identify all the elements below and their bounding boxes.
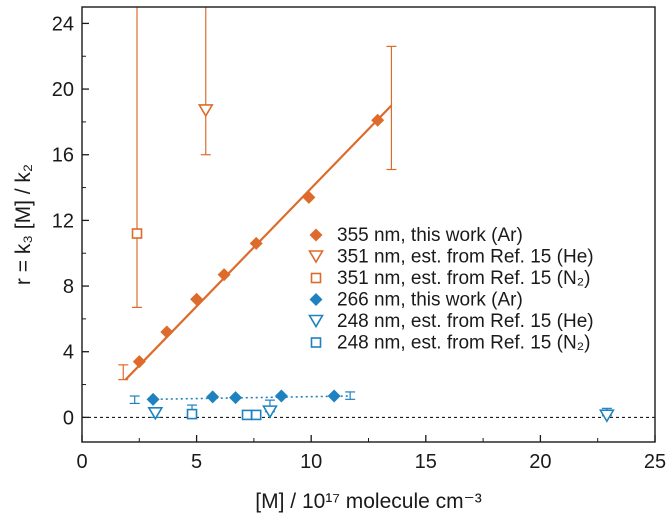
legend: 355 nm, this work (Ar)351 nm, est. from … (308, 225, 594, 354)
errorbar (345, 391, 356, 400)
y-tick-label: 0 (63, 407, 74, 429)
x-tick-label: 20 (529, 451, 551, 473)
errorbar (118, 364, 129, 381)
data-point (190, 292, 204, 306)
y-tick-label: 20 (52, 79, 74, 101)
legend-marker (310, 337, 322, 348)
x-tick-label: 5 (191, 451, 202, 473)
data-point (598, 409, 615, 423)
data-point (262, 405, 278, 419)
legend-entry: 248 nm, est. from Ref. 15 (He) (308, 311, 594, 332)
legend-entry: 248 nm, est. from Ref. 15 (N₂) (310, 333, 590, 354)
plot-area (82, 7, 655, 423)
legend-entry: 351 nm, est. from Ref. 15 (N₂) (310, 268, 590, 289)
data-point (371, 113, 385, 127)
legend-marker (309, 293, 323, 306)
legend-label: 266 nm, this work (Ar) (337, 290, 523, 311)
x-tick-label: 25 (644, 451, 666, 473)
axes: 0 5 10 15 20 25 0 4 8 12 16 20 24 [M] / 10¹⁷ molecule… (12, 6, 666, 513)
legend-label: 248 nm, est. from Ref. 15 (N₂) (337, 333, 590, 354)
legend-entry: 355 nm, this work (Ar) (309, 225, 523, 246)
y-tick-label: 12 (52, 210, 74, 232)
legend-entry: 351 nm, est. from Ref. 15 (He) (308, 247, 594, 268)
data-point (186, 408, 198, 420)
data-point (217, 268, 231, 282)
legend-label: 351 nm, est. from Ref. 15 (N₂) (337, 268, 590, 289)
data-point (147, 406, 164, 421)
y-tick-label: 16 (52, 145, 74, 167)
data-point (229, 391, 243, 405)
legend-marker (310, 272, 322, 284)
data-point (327, 389, 341, 403)
errorbar (132, 7, 143, 308)
data-point (206, 390, 220, 404)
y-tick-label: 4 (63, 342, 74, 364)
legend-marker (308, 250, 324, 264)
errorbar (386, 45, 397, 171)
plot-content (82, 7, 655, 423)
y-axis-title: r = k₃ [M] / k₂ (12, 164, 35, 285)
legend-marker (309, 228, 323, 242)
fit-line (150, 395, 348, 401)
data-point (249, 236, 263, 250)
data-point (274, 389, 288, 403)
legend-marker (308, 314, 324, 329)
errorbar (129, 395, 140, 405)
errorbar (200, 7, 211, 156)
x-axis-title: [M] / 10¹⁷ molecule cm⁻³ (255, 490, 481, 513)
x-tick-label: 15 (415, 451, 437, 473)
data-point (302, 190, 316, 204)
y-tick-label: 24 (52, 13, 74, 35)
data-point (197, 104, 214, 118)
data-point (241, 409, 253, 421)
legend-label: 248 nm, est. from Ref. 15 (He) (337, 311, 594, 332)
data-point (160, 325, 174, 339)
data-point (146, 392, 160, 406)
legend-label: 355 nm, this work (Ar) (337, 225, 523, 246)
x-tick-label: 10 (300, 451, 322, 473)
data-point (132, 355, 146, 369)
data-point (131, 228, 143, 239)
x-tick-label: 0 (76, 451, 87, 473)
data-point (250, 409, 262, 421)
legend-label: 351 nm, est. from Ref. 15 (He) (337, 247, 594, 268)
y-tick-label: 8 (63, 276, 74, 298)
legend-entry: 266 nm, this work (Ar) (309, 290, 523, 311)
